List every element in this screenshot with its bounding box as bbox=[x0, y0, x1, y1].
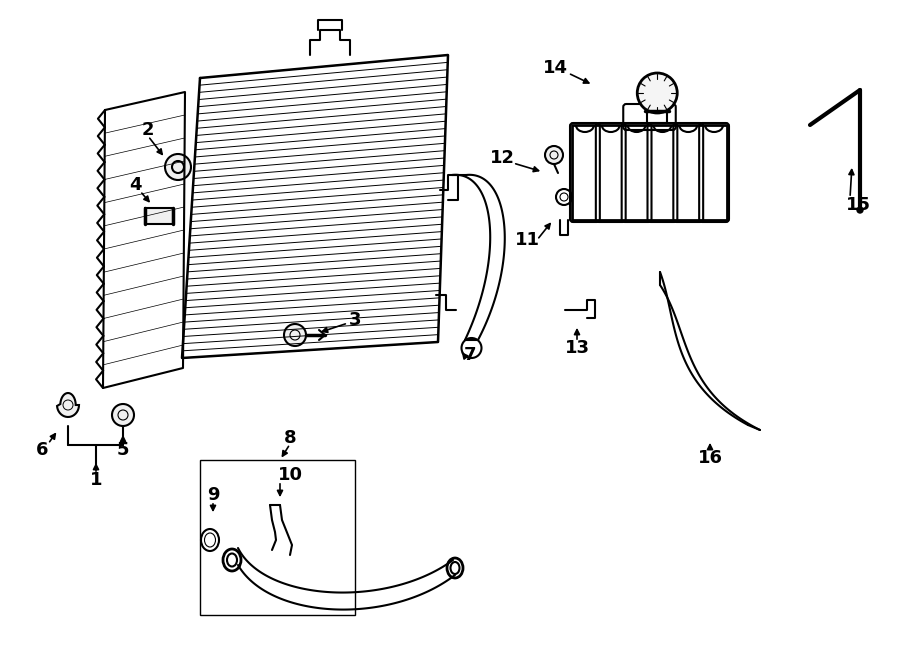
Text: 1: 1 bbox=[90, 471, 103, 489]
Polygon shape bbox=[57, 393, 79, 417]
Text: 12: 12 bbox=[490, 149, 515, 167]
Text: 15: 15 bbox=[845, 196, 870, 214]
Text: 4: 4 bbox=[129, 176, 141, 194]
Text: 7: 7 bbox=[464, 346, 476, 364]
Circle shape bbox=[545, 146, 563, 164]
Text: 6: 6 bbox=[36, 441, 49, 459]
Circle shape bbox=[637, 73, 677, 113]
Circle shape bbox=[284, 324, 306, 346]
Text: 3: 3 bbox=[349, 311, 361, 329]
Text: 9: 9 bbox=[207, 486, 220, 504]
Text: 2: 2 bbox=[142, 121, 154, 139]
Text: 16: 16 bbox=[698, 449, 723, 467]
Text: 11: 11 bbox=[515, 231, 539, 249]
Text: 8: 8 bbox=[284, 429, 296, 447]
Bar bbox=[572, 125, 727, 220]
Text: 14: 14 bbox=[543, 59, 568, 77]
Circle shape bbox=[112, 404, 134, 426]
Text: 13: 13 bbox=[564, 339, 590, 357]
Bar bbox=[145, 208, 173, 224]
Circle shape bbox=[857, 207, 863, 213]
Bar bbox=[200, 460, 355, 615]
Text: 10: 10 bbox=[277, 466, 302, 484]
Text: 5: 5 bbox=[117, 441, 130, 459]
Circle shape bbox=[165, 154, 191, 180]
